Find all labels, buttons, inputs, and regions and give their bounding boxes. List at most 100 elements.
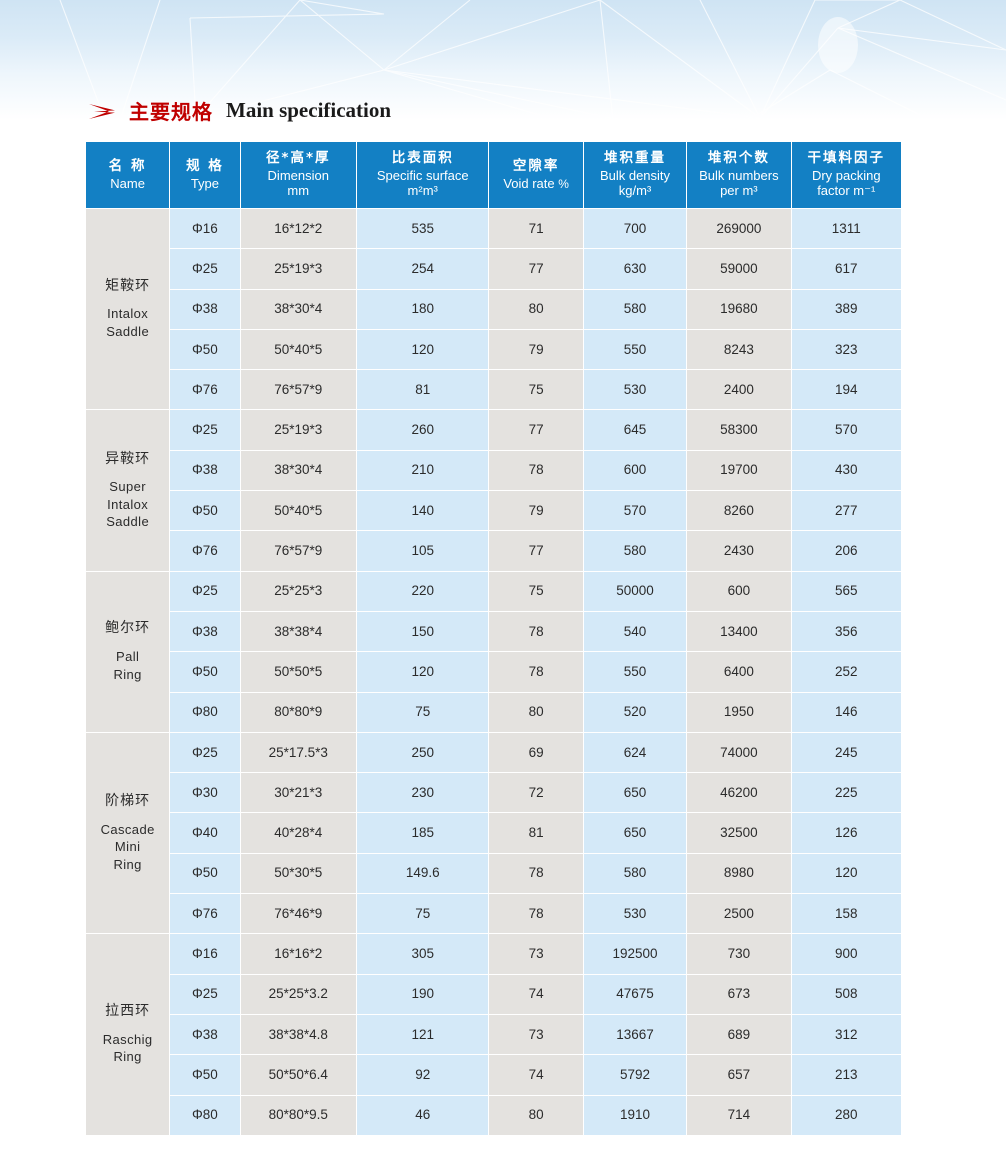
cell-dry-packing-factor: 900	[791, 934, 901, 974]
col-header-void-rate-cn: 空隙率	[512, 157, 560, 174]
main-specification-table-wrap: 名 称 Name 规 格 Type 径*高*厚 Dimension mm 比表面…	[85, 141, 902, 1136]
group-name-en: Super Intalox Saddle	[106, 479, 150, 530]
cell-bulk-density: 5792	[583, 1055, 687, 1095]
cell-dry-packing-factor: 1311	[791, 209, 901, 249]
cell-void-rate: 78	[489, 652, 583, 692]
cell-specific-surface: 46	[356, 1095, 489, 1135]
cell-specific-surface: 105	[356, 531, 489, 571]
cell-dimension: 38*38*4	[240, 611, 356, 652]
cell-void-rate: 75	[489, 571, 583, 611]
cell-type: Φ16	[170, 209, 240, 249]
cell-void-rate: 80	[489, 1095, 583, 1135]
cell-void-rate: 78	[489, 894, 583, 934]
table-row: Φ50 50*40*5 140 79 570 8260 277	[86, 491, 901, 531]
cell-dimension: 76*46*9	[240, 894, 356, 934]
col-header-bulk-density-cn: 堆积重量	[603, 150, 666, 167]
col-header-bulk-density-unit: kg/m³	[618, 183, 652, 199]
cell-specific-surface: 120	[356, 652, 489, 692]
cell-type: Φ50	[170, 1055, 240, 1095]
cell-type: Φ16	[170, 934, 240, 974]
polygon-network-graphic	[59, 0, 1006, 120]
cell-void-rate: 69	[489, 732, 583, 773]
cell-dimension: 76*57*9	[240, 370, 356, 410]
cell-dimension: 25*25*3.2	[240, 974, 356, 1014]
cell-dry-packing-factor: 120	[791, 853, 901, 894]
cell-bulk-density: 580	[583, 853, 687, 894]
table-row: Φ38 38*38*4.8 121 73 13667 689 312	[86, 1014, 901, 1055]
col-header-dry-packing-factor: 干填料因子 Dry packing factor m⁻¹	[791, 142, 901, 208]
table-row: 阶梯环 Cascade Mini Ring Φ25 25*17.5*3 250 69 624 74…	[86, 732, 901, 934]
cell-dimension: 38*38*4.8	[240, 1014, 356, 1055]
cell-dry-packing-factor: 277	[791, 491, 901, 531]
cell-bulk-numbers: 730	[687, 934, 791, 974]
col-header-void-rate-en: Void rate %	[503, 175, 569, 191]
cell-type: Φ50	[170, 329, 240, 370]
cell-specific-surface: 121	[356, 1014, 489, 1055]
cell-bulk-numbers: 2500	[687, 894, 791, 934]
cell-type: Φ25	[170, 732, 240, 773]
table-row: 矩鞍环 Intalox Saddle Φ16 16*12*2 535 71 700 269000…	[86, 209, 901, 410]
cell-specific-surface: 260	[356, 410, 489, 450]
cell-group-name: 拉西环 Raschig Ring	[86, 934, 170, 1135]
cell-bulk-numbers: 8980	[687, 853, 791, 894]
table-row: 异鞍环 Super Intalox Saddle Φ25 25*19*3 260 77 645 5…	[86, 410, 901, 571]
cell-type: Φ25	[170, 410, 240, 450]
table-row: Φ25 25*19*3 254 77 630 59000 617	[86, 249, 901, 289]
cell-bulk-numbers: 8260	[687, 491, 791, 531]
cell-void-rate: 74	[489, 974, 583, 1014]
cell-type: Φ80	[170, 692, 240, 732]
col-header-dry-packing-factor-unit: factor m⁻¹	[817, 183, 876, 199]
col-header-dry-packing-factor-cn: 干填料因子	[807, 150, 886, 167]
cell-bulk-density: 50000	[583, 571, 687, 611]
cell-bulk-numbers: 13400	[687, 611, 791, 652]
cell-dry-packing-factor: 280	[791, 1095, 901, 1135]
col-header-specific-surface-en: Specific surface	[376, 168, 469, 184]
cell-dry-packing-factor: 356	[791, 611, 901, 652]
cell-dimension: 38*30*4	[240, 289, 356, 329]
col-header-void-rate: 空隙率 Void rate %	[489, 142, 583, 208]
cell-specific-surface: 140	[356, 491, 489, 531]
cell-void-rate: 74	[489, 1055, 583, 1095]
cell-group-name: 阶梯环 Cascade Mini Ring	[86, 732, 170, 934]
table-row: Φ80 80*80*9 75 80 520 1950 146	[86, 692, 901, 732]
cell-specific-surface: 75	[356, 894, 489, 934]
table-row: Φ38 38*38*4 150 78 540 13400 356	[86, 611, 901, 652]
cell-dimension: 25*19*3	[240, 249, 356, 289]
cell-dimension: 16*12*2	[240, 209, 356, 249]
cell-type: Φ25	[170, 974, 240, 1014]
cell-dry-packing-factor: 389	[791, 289, 901, 329]
col-header-specific-surface: 比表面积 Specific surface m²m³	[356, 142, 489, 208]
cell-bulk-density: 550	[583, 329, 687, 370]
cell-bulk-numbers: 2430	[687, 531, 791, 571]
col-header-dimension-unit: mm	[287, 183, 310, 199]
table-row: Φ25 25*25*3.2 190 74 47675 673 508	[86, 974, 901, 1014]
table-row: 拉西环 Raschig Ring Φ16 16*16*2 305 73 192500 730 90…	[86, 934, 901, 1135]
table-row: Φ80 80*80*9.5 46 80 1910 714 280	[86, 1095, 901, 1135]
table-row: Φ50 50*50*5 120 78 550 6400 252	[86, 652, 901, 692]
group-name-cn: 拉西环	[105, 1003, 151, 1020]
cell-specific-surface: 210	[356, 450, 489, 491]
col-header-name-cn: 名 称	[108, 157, 147, 174]
cell-bulk-numbers: 58300	[687, 410, 791, 450]
table-row: Φ40 40*28*4 185 81 650 32500 126	[86, 813, 901, 853]
page-title-cn: 主要规格	[129, 100, 213, 124]
cell-bulk-numbers: 657	[687, 1055, 791, 1095]
cell-bulk-density: 580	[583, 289, 687, 329]
main-specification-table: 名 称 Name 规 格 Type 径*高*厚 Dimension mm 比表面…	[85, 141, 902, 1136]
page-heading: 主要规格 Main specification	[88, 96, 391, 125]
cell-group-name: 异鞍环 Super Intalox Saddle	[86, 410, 170, 571]
cell-dry-packing-factor: 570	[791, 410, 901, 450]
cell-dry-packing-factor: 252	[791, 652, 901, 692]
cell-type: Φ76	[170, 370, 240, 410]
cell-dry-packing-factor: 158	[791, 894, 901, 934]
cell-bulk-density: 624	[583, 732, 687, 773]
col-header-type: 规 格 Type	[170, 142, 240, 208]
cell-void-rate: 73	[489, 1014, 583, 1055]
cell-specific-surface: 230	[356, 773, 489, 813]
cell-specific-surface: 75	[356, 692, 489, 732]
cell-bulk-numbers: 600	[687, 571, 791, 611]
table-row: Φ76 76*46*9 75 78 530 2500 158	[86, 894, 901, 934]
table-row: Φ38 38*30*4 180 80 580 19680 389	[86, 289, 901, 329]
cell-bulk-numbers: 2400	[687, 370, 791, 410]
cell-void-rate: 77	[489, 531, 583, 571]
